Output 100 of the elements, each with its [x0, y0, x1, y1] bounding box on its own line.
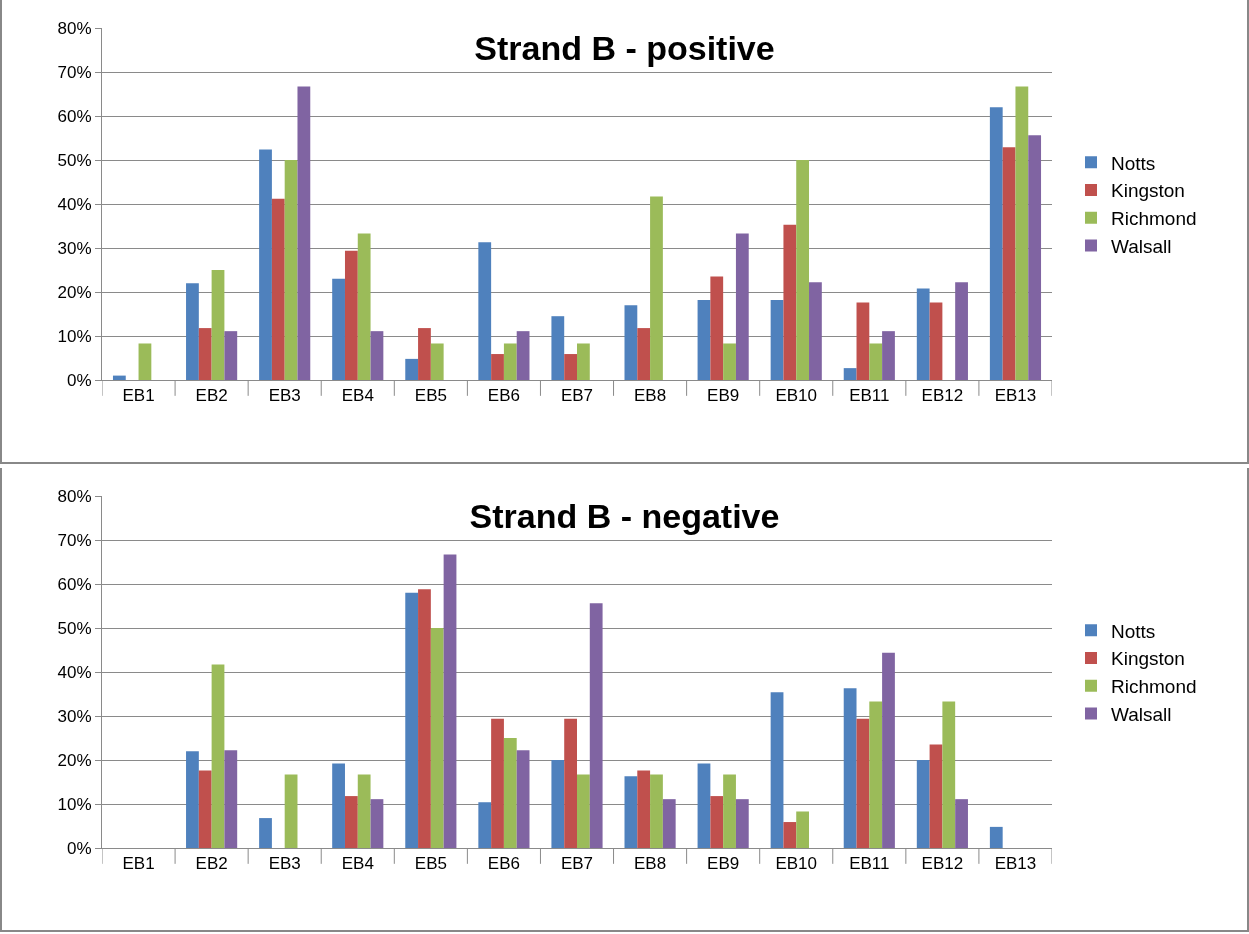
bar — [783, 822, 797, 848]
bar — [491, 354, 504, 380]
x-tick-label: EB4 — [341, 854, 374, 874]
legend-label: Walsall — [1111, 235, 1172, 257]
chart-title: Strand B - positive — [474, 29, 775, 68]
bar — [332, 763, 345, 848]
y-tick-label: 70% — [57, 62, 92, 82]
bar — [357, 233, 371, 380]
x-tick-label: EB5 — [414, 854, 447, 874]
y-tick-label: 80% — [57, 486, 92, 506]
bar — [430, 343, 444, 380]
bar — [989, 826, 1003, 848]
bar — [856, 302, 870, 380]
y-tick-label: 60% — [57, 106, 92, 126]
bar — [882, 652, 895, 848]
bar — [637, 328, 651, 380]
y-tick-label: 60% — [57, 574, 92, 594]
bar — [443, 554, 457, 848]
bar — [564, 718, 577, 848]
y-tick-label: 30% — [57, 238, 92, 258]
chart-title: Strand B - negative — [469, 497, 780, 536]
bar — [491, 718, 504, 848]
y-tick-label: 50% — [57, 618, 92, 638]
x-tick-label: EB10 — [775, 854, 818, 874]
bar — [370, 331, 384, 380]
bar — [735, 233, 749, 380]
bar — [551, 760, 565, 848]
bar — [856, 718, 870, 848]
y-tick-label: 70% — [57, 530, 92, 550]
x-tick-label: EB2 — [195, 386, 228, 406]
x-tick-label: EB5 — [414, 386, 447, 406]
bar — [916, 760, 930, 848]
bar — [929, 744, 943, 848]
bar — [929, 302, 943, 380]
x-tick-label: EB2 — [195, 854, 228, 874]
bar — [723, 774, 736, 848]
x-tick-label: EB11 — [849, 386, 890, 406]
legend-label: Richmond — [1111, 208, 1197, 230]
bar — [650, 196, 663, 380]
legend-label: Kingston — [1111, 648, 1185, 670]
bar — [869, 701, 883, 848]
bar — [770, 692, 784, 848]
bar — [770, 299, 784, 380]
bar — [332, 278, 345, 380]
y-tick-label: 10% — [57, 326, 92, 346]
x-tick-label: EB8 — [634, 386, 667, 406]
bar — [1015, 86, 1029, 380]
bar — [344, 796, 358, 848]
bar — [989, 107, 1003, 380]
x-tick-label: EB1 — [122, 854, 155, 874]
bar — [577, 774, 590, 848]
legend-label: Notts — [1111, 620, 1156, 642]
y-tick-label: 50% — [57, 150, 92, 170]
bar — [211, 270, 225, 380]
x-tick-label: EB9 — [707, 854, 740, 874]
x-tick-label: EB11 — [849, 854, 890, 874]
bar — [370, 799, 384, 848]
y-tick-label: 30% — [57, 706, 92, 726]
y-tick-label: 0% — [67, 370, 92, 390]
y-tick-label: 40% — [57, 662, 92, 682]
bar — [516, 750, 530, 848]
bar — [503, 343, 517, 380]
legend-label: Notts — [1111, 152, 1156, 174]
bar — [405, 592, 419, 848]
legend-label: Richmond — [1111, 676, 1197, 698]
x-tick-label: EB8 — [634, 854, 667, 874]
x-tick-label: EB1 — [122, 386, 155, 406]
y-tick-label: 40% — [57, 194, 92, 214]
bar — [284, 160, 298, 380]
y-tick-label: 20% — [57, 282, 92, 302]
bar — [916, 288, 930, 380]
bar — [869, 343, 883, 380]
bar — [198, 328, 212, 380]
bar — [942, 701, 956, 848]
bar — [1002, 147, 1016, 380]
x-tick-label: EB13 — [994, 854, 1037, 874]
bar — [577, 343, 590, 380]
bar — [198, 770, 212, 848]
bar — [723, 343, 736, 380]
bar — [589, 603, 603, 848]
bar — [224, 331, 238, 380]
bar — [564, 354, 577, 380]
bar — [637, 770, 651, 848]
bar — [710, 276, 724, 380]
bar — [882, 331, 895, 380]
bar — [138, 343, 152, 380]
y-tick-label: 20% — [57, 750, 92, 770]
bar — [418, 328, 431, 380]
bar — [478, 802, 492, 848]
bar — [211, 664, 225, 848]
bar — [650, 774, 663, 848]
x-tick-label: EB13 — [994, 386, 1037, 406]
bar — [271, 198, 285, 380]
bar — [516, 331, 530, 380]
bar — [259, 149, 272, 380]
x-tick-label: EB10 — [775, 386, 818, 406]
bar — [430, 628, 444, 848]
bar — [662, 799, 676, 848]
bar — [624, 776, 638, 848]
x-tick-label: EB4 — [341, 386, 374, 406]
